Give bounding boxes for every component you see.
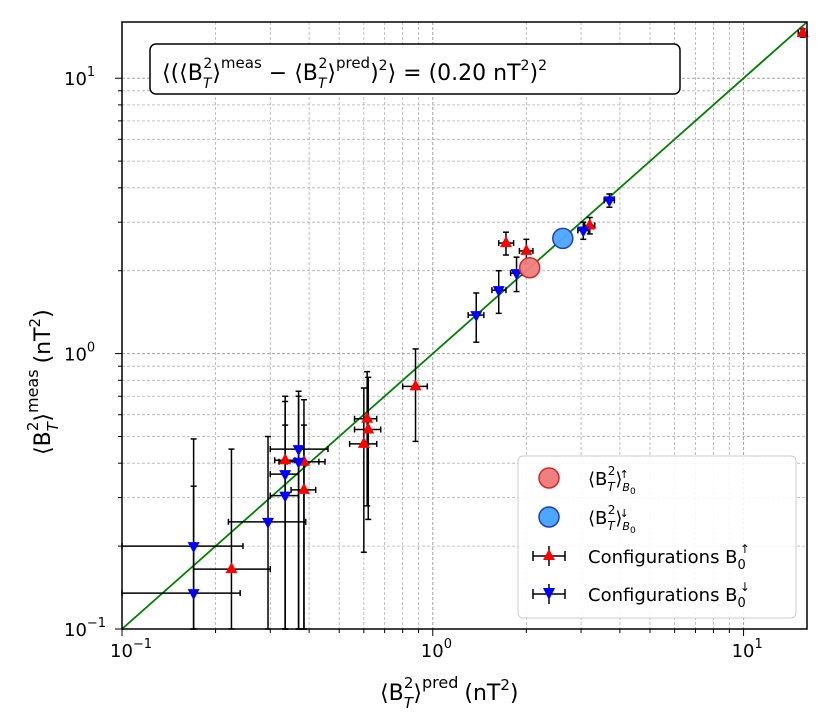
config-down-point (292, 445, 305, 457)
config-up-point (279, 453, 292, 465)
legend-item-avg-up: ⟨BT2⟩B0↑ (538, 464, 636, 497)
config-down-point (577, 226, 590, 238)
annotation-text: ⟨(⟨BT2⟩meas − ⟨BT2⟩pred)2⟩ = (0.20 nT2)2 (162, 54, 547, 92)
error-bar (121, 485, 241, 630)
y-axis-label: ⟨BT2⟩meas(nT2) (23, 309, 62, 455)
error-bar (286, 398, 326, 630)
error-bar (290, 424, 317, 630)
legend-marker-config-down (532, 584, 566, 604)
legend-label-avg-up: ⟨BT2⟩B0↑ (588, 464, 636, 497)
config-down-point (279, 491, 292, 503)
config-up-point (499, 236, 512, 248)
average-down-point (552, 227, 574, 250)
plot-frame (121, 21, 808, 630)
legend-item-avg-down: ⟨BT2⟩B0↓ (538, 503, 636, 536)
config-up-point (409, 379, 422, 391)
legend-item-config-up: Configurations B0↑ (532, 542, 750, 573)
error-bar (192, 448, 272, 630)
legend-marker-avg-down (538, 506, 560, 528)
config-up-point (361, 411, 374, 423)
error-bar (353, 376, 382, 521)
config-down-point (187, 542, 200, 554)
config-down-point (187, 589, 200, 601)
config-down-point (292, 457, 305, 469)
x-tick-label: 101 (732, 637, 763, 662)
average-up-point (518, 257, 541, 279)
error-bar (227, 435, 307, 630)
legend: ⟨BT2⟩B0↑ ⟨BT2⟩B0↓ Configurations B0↑ (517, 455, 797, 619)
config-up-point (520, 243, 533, 255)
legend-label-avg-down: ⟨BT2⟩B0↓ (588, 503, 636, 536)
legend-marker-avg-up (538, 467, 560, 489)
config-down-point (510, 269, 523, 281)
config-up-point (297, 482, 310, 494)
config-down-point (492, 286, 505, 298)
config-down-point (279, 470, 292, 482)
config-down-point (470, 311, 483, 323)
legend-marker-config-up (532, 546, 566, 566)
config-up-point (357, 436, 370, 448)
config-up-point (796, 25, 809, 37)
annotation-box: ⟨(⟨BT2⟩meas − ⟨BT2⟩pred)2⟩ = (0.20 nT2)2 (149, 43, 681, 95)
legend-label-config-up: Configurations B0↑ (588, 542, 750, 573)
y-tick-label: 101 (64, 65, 95, 90)
config-down-point (262, 517, 275, 529)
legend-label-config-down: Configurations B0↓ (588, 580, 750, 611)
config-up-point (362, 422, 375, 434)
error-bar (269, 390, 329, 630)
y-tick-label: 100 (64, 341, 95, 366)
y-tick-label: 10−1 (64, 616, 106, 641)
config-down-point (603, 196, 616, 208)
axis-ticks: 10−1 100 101 10−1 100 101 (64, 65, 763, 662)
error-bar (121, 438, 244, 630)
reference-line (121, 21, 808, 630)
config-up-point (225, 562, 238, 574)
legend-item-config-down: Configurations B0↓ (532, 580, 750, 611)
error-bar (348, 387, 378, 553)
identity-line (121, 21, 808, 630)
data-points (187, 25, 809, 601)
error-bar (353, 370, 378, 507)
x-tick-label: 100 (421, 637, 452, 662)
error-bar (269, 400, 300, 630)
x-tick-label: 10−1 (110, 637, 152, 662)
x-axis-label: ⟨BT2⟩pred (nT2) (380, 673, 519, 712)
